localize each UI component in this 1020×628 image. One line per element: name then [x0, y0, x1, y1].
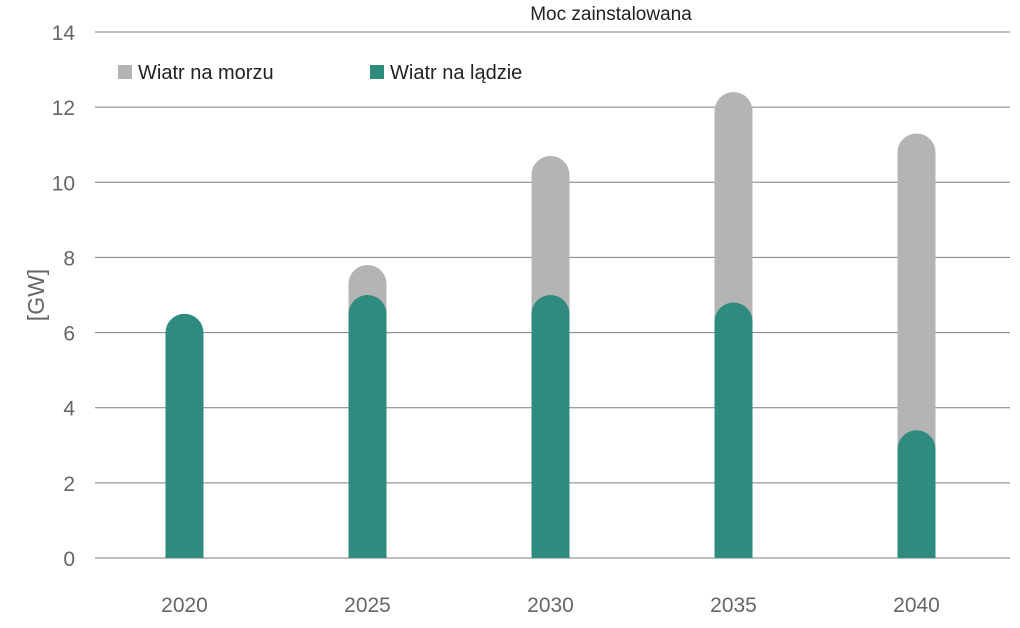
bar-onshore-2035	[714, 302, 753, 558]
y-tick-label: 2	[63, 473, 75, 496]
bar-onshore-2025	[348, 295, 387, 558]
series-onshore	[165, 295, 936, 558]
x-tick-label: 2030	[527, 594, 574, 617]
legend-swatch-offshore	[118, 65, 132, 79]
y-tick-label: 6	[63, 323, 75, 346]
legend-swatch-onshore	[370, 65, 384, 79]
bar-onshore-2040	[897, 430, 936, 558]
y-tick-label: 14	[52, 22, 76, 45]
y-tick-label: 12	[52, 97, 75, 120]
y-axis-ticks: 0 2 4 6 8 10 12 14	[52, 22, 76, 571]
y-tick-label: 0	[63, 548, 75, 571]
y-tick-label: 4	[63, 398, 75, 421]
y-tick-label: 10	[52, 172, 75, 195]
y-axis-label: [GW]	[23, 269, 49, 321]
legend-label-offshore: Wiatr na morzu	[138, 62, 274, 84]
x-tick-label: 2025	[344, 594, 391, 617]
x-tick-label: 2035	[710, 594, 757, 617]
x-tick-label: 2020	[161, 594, 208, 617]
legend: Wiatr na morzu Wiatr na lądzie	[118, 62, 522, 84]
bar-onshore-2020	[165, 313, 204, 558]
legend-label-onshore: Wiatr na lądzie	[390, 62, 522, 84]
x-axis-ticks: 2020 2025 2030 2035 2040	[161, 594, 940, 617]
series-offshore	[348, 92, 936, 559]
x-tick-label: 2040	[893, 594, 940, 617]
bar-onshore-2030	[531, 295, 570, 558]
chart-title: Moc zainstalowana	[530, 4, 692, 25]
y-tick-label: 8	[63, 247, 75, 270]
